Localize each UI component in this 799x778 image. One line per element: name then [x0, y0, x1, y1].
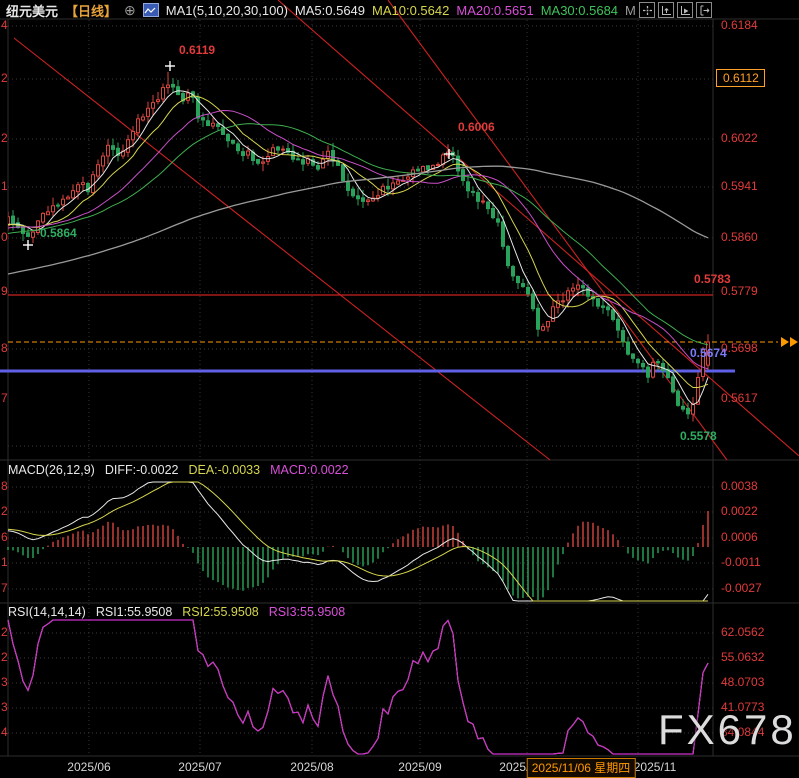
macd-axis-partial-digit: 2 — [1, 504, 8, 518]
rsi-axis-label: 55.0632 — [721, 650, 765, 664]
macd-diff-value: DIFF:-0.0022 — [104, 463, 179, 477]
auto-scroll-axis-icon[interactable] — [677, 2, 693, 18]
price-annotation: 0.6006 — [458, 120, 495, 134]
price-annotation: 0.6119 — [179, 43, 216, 57]
y-axis-partial-digit: 1 — [1, 179, 8, 193]
macd-axis-label: 0.0006 — [721, 530, 758, 544]
macd-axis-partial-digit: 6 — [1, 530, 8, 544]
price-annotation: 0.5578 — [680, 429, 717, 443]
time-axis-label[interactable]: 2025/08 — [290, 760, 334, 774]
rsi-axis-partial-digit: 2 — [1, 625, 8, 639]
rsi-axis-label: 41.0773 — [721, 700, 765, 714]
add-indicator-icon[interactable]: ⊕ — [124, 1, 136, 18]
rsi-axis-partial-digit: 4 — [1, 725, 8, 739]
y-axis-partial-digit: 8 — [1, 341, 8, 355]
macd-axis-partial-digit: 7 — [1, 581, 8, 595]
macd-axis-label: 0.0038 — [721, 479, 758, 493]
y-axis-label: 0.6184 — [721, 18, 758, 32]
time-axis-label[interactable]: 2025/09 — [398, 760, 442, 774]
rsi-title[interactable]: RSI(14,14,14) — [8, 605, 86, 619]
y-axis-label: 0.5617 — [721, 391, 758, 405]
price-annotation: 0.5864 — [40, 226, 77, 240]
rsi3-value: RSI3:55.9508 — [268, 605, 346, 619]
ma5-value: MA5:0.5649 — [294, 2, 366, 18]
y-axis-label: 0.5860 — [721, 230, 758, 244]
y-axis-partial-digit: 2 — [1, 131, 8, 145]
rsi-axis-label: 34.0844 — [721, 725, 765, 739]
chart-header: 纽元美元 【日线】 ⊕ MA1(5,10,20,30,100) MA5:0.56… — [6, 1, 636, 19]
ma30-value: MA30:0.5684 — [540, 2, 619, 18]
rsi-axis-label: 48.0703 — [721, 675, 765, 689]
macd-axis-label: 0.0022 — [721, 504, 758, 518]
rsi1-value: RSI1:55.9508 — [95, 605, 173, 619]
symbol-name: 纽元美元 — [6, 3, 59, 19]
y-axis-partial-digit: 2 — [1, 71, 8, 85]
macd-title[interactable]: MACD(26,12,9) — [8, 463, 95, 477]
y-axis-partial-digit: 4 — [1, 18, 8, 32]
time-axis-label[interactable]: 2025/06 — [67, 760, 111, 774]
watermark: FX678 — [658, 706, 797, 753]
rsi-axis-partial-digit: 3 — [1, 675, 8, 689]
rsi-pane-header: RSI(14,14,14) RSI1:55.9508 RSI2:55.9508 … — [8, 605, 345, 619]
macd-macd-value: MACD:0.0022 — [270, 463, 349, 477]
crosshair-tool-icon[interactable] — [639, 2, 655, 18]
chart-toolbar — [639, 2, 712, 18]
ma-mode-label[interactable]: M — [625, 2, 636, 18]
rsi-axis-label: 62.0562 — [721, 625, 765, 639]
crosshair-date-label: 2025/11/06 星期四 — [526, 758, 636, 778]
y-axis-partial-digit: 9 — [1, 284, 8, 298]
y-axis-label: 0.5698 — [721, 341, 758, 355]
macd-axis-label: -0.0027 — [721, 581, 762, 595]
y-axis-label: 0.5941 — [721, 179, 758, 193]
price-alert-label[interactable]: 0.6112 — [716, 69, 765, 87]
y-axis-label: 0.5779 — [721, 284, 758, 298]
period-label[interactable]: 【日线】 — [65, 3, 118, 19]
y-axis-partial-digit: 0 — [1, 230, 8, 244]
ma10-value: MA10:0.5642 — [372, 2, 450, 18]
price-annotation: 0.5783 — [694, 272, 731, 286]
price-annotation: 0.5674 — [690, 346, 727, 360]
macd-dea-value: DEA:-0.0033 — [188, 463, 261, 477]
rsi2-value: RSI2:55.9508 — [182, 605, 259, 619]
ma-settings-label[interactable]: MA1(5,10,20,30,100) — [165, 2, 288, 18]
macd-axis-partial-digit: 1 — [1, 555, 8, 569]
chart-type-icon[interactable] — [142, 3, 159, 17]
macd-pane-header: MACD(26,12,9) DIFF:-0.0022 DEA:-0.0033 M… — [8, 463, 349, 477]
shift-right-icon[interactable] — [696, 2, 712, 18]
ma20-value: MA20:0.5651 — [456, 2, 534, 18]
rsi-axis-partial-digit: 2 — [1, 650, 8, 664]
rsi-axis-partial-digit: 3 — [1, 700, 8, 714]
y-axis-partial-digit: 7 — [1, 391, 8, 405]
y-axis-label: 0.6022 — [721, 131, 758, 145]
time-axis-label[interactable]: 2025/07 — [178, 760, 222, 774]
time-axis-label[interactable]: 2025/11 — [633, 760, 677, 774]
fit-vertical-axis-icon[interactable] — [658, 2, 674, 18]
macd-axis-label: -0.0011 — [721, 555, 761, 569]
macd-axis-partial-digit: 8 — [1, 479, 8, 493]
